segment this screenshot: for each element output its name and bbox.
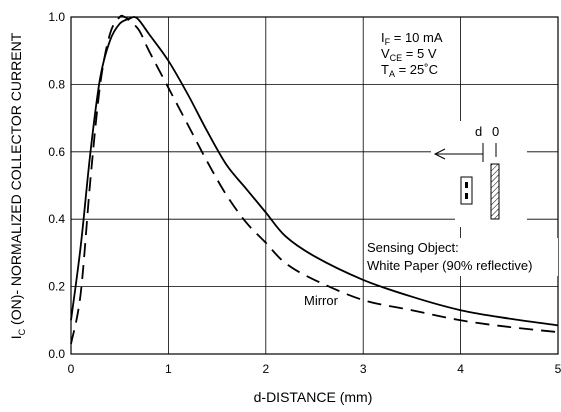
sensor-body: [460, 176, 473, 205]
y-tick-label: 0.6: [48, 145, 65, 159]
sensing-object-label-line2: White Paper (90% reflective): [367, 258, 532, 273]
y-tick-label: 0.8: [48, 77, 65, 91]
x-tick-label: 5: [555, 362, 561, 376]
detector-icon: [465, 193, 468, 199]
x-axis-label: d-DISTANCE (mm): [254, 389, 373, 405]
plot-frame: [70, 16, 559, 355]
x-tick-labels: 0 1 2 3 4 5: [68, 362, 561, 376]
grid: [71, 17, 558, 354]
x-tick-label: 4: [457, 362, 464, 376]
condition-if: IF = 10 mA: [381, 30, 443, 47]
reflective-object: [490, 163, 500, 220]
y-tick-label: 0.0: [48, 347, 65, 361]
distance-zero-label: 0: [492, 124, 499, 139]
test-conditions: IF = 10 mA VCE = 5 V TA = 25˚C: [381, 30, 443, 79]
y-tick-label: 0.2: [48, 280, 65, 294]
distance-d-label: d: [475, 124, 482, 139]
x-tick-label: 3: [360, 362, 367, 376]
sensing-label-backdrop: [364, 238, 558, 276]
condition-vce: VCE = 5 V: [381, 46, 437, 63]
emitter-icon: [465, 182, 468, 188]
arrow-head-icon: [433, 148, 446, 160]
y-tick-label: 0.4: [48, 212, 65, 226]
y-axis-label: IC (ON)- NORMALIZED COLLECTOR CURRENT: [8, 32, 27, 339]
sensor-diagram: d 0: [431, 121, 527, 227]
y-tick-label: 1.0: [48, 10, 65, 24]
sensing-object-label-line1: Sensing Object:: [367, 240, 459, 255]
x-tick-label: 1: [165, 362, 172, 376]
series-white-paper-line: [70, 16, 559, 327]
mirror-label: Mirror: [304, 293, 339, 308]
x-tick-label: 0: [68, 362, 75, 376]
y-tick-labels: 0.0 0.2 0.4 0.6 0.8 1.0: [48, 10, 65, 361]
series-mirror-line: [70, 14, 559, 345]
x-tick-label: 2: [262, 362, 269, 376]
series-layer: [70, 14, 559, 345]
condition-ta: TA = 25˚C: [381, 62, 438, 79]
